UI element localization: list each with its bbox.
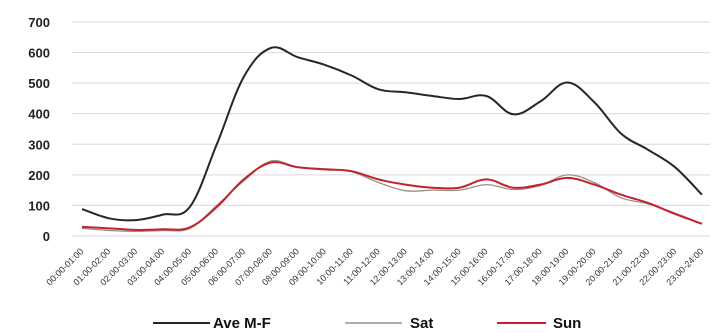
y-tick-label: 200 [28,168,50,183]
y-tick-label: 300 [28,137,50,152]
y-tick-label: 500 [28,76,50,91]
gridlines [72,21,710,237]
y-tick-label: 600 [28,46,50,61]
series-lines [81,46,703,233]
legend-item-sun: Sun [497,315,581,332]
legend-label-sun: Sun [553,315,581,332]
legend: Ave M-F Sat Sun [153,315,581,332]
series-line-ave [81,46,703,222]
legend-label-sat: Sat [410,315,433,332]
legend-item-sat: Sat [345,315,433,332]
series-line-sat [81,159,703,233]
y-tick-label: 700 [28,15,50,30]
series-line-sun [81,161,703,231]
y-tick-label: 100 [28,198,50,213]
y-tick-label: 0 [43,229,50,244]
legend-item-ave: Ave M-F [153,315,271,332]
x-axis-ticks: 00:00-01:0001:00-02:0002:00-03:0003:00-0… [44,246,705,287]
y-axis-ticks: 0 100 200 300 400 500 600 700 [28,15,50,244]
y-tick-label: 400 [28,107,50,122]
legend-label-ave: Ave M-F [213,315,271,332]
